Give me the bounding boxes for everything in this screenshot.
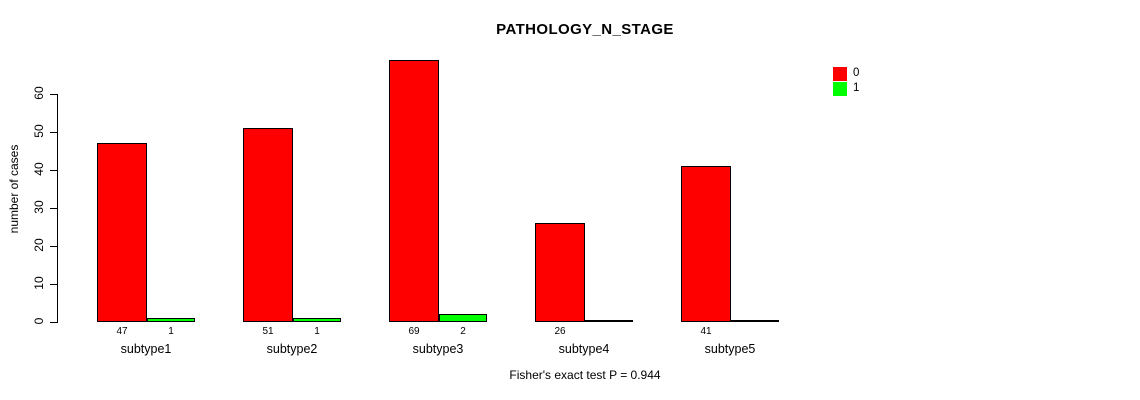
y-tick-label: 50: [32, 124, 46, 138]
y-tick-label: 40: [32, 162, 46, 176]
bar-subtype1-series1: [147, 318, 195, 322]
category-label-subtype4: subtype4: [558, 342, 610, 356]
legend-swatch-series1: [833, 81, 847, 96]
bar-subtype2-series0: [243, 128, 293, 322]
y-tick-label: 20: [32, 238, 46, 252]
category-label-subtype1: subtype1: [120, 342, 172, 356]
bar-count-label: 47: [116, 326, 128, 337]
category-label-subtype3: subtype3: [412, 342, 464, 356]
bar-subtype5-series0: [681, 166, 731, 322]
category-label-subtype2: subtype2: [266, 342, 318, 356]
legend-label: 1: [853, 82, 860, 94]
legend-item: 1: [833, 81, 859, 96]
bar-subtype2-series1: [293, 318, 341, 322]
bar-count-label: 26: [554, 326, 566, 337]
category-label-subtype5: subtype5: [704, 342, 756, 356]
chart-title: PATHOLOGY_N_STAGE: [496, 21, 674, 38]
legend-item: 0: [833, 66, 859, 81]
y-tick-label: 60: [32, 86, 46, 100]
y-tick: [50, 132, 57, 133]
bar-subtype3-series0: [389, 60, 439, 322]
bar-count-label: 2: [460, 326, 466, 337]
y-axis-label: number of cases: [7, 144, 21, 234]
y-tick-label: 10: [32, 276, 46, 290]
y-tick-label: 0: [32, 317, 46, 325]
y-tick-label: 30: [32, 200, 46, 214]
y-tick: [50, 170, 57, 171]
bar-count-label: 41: [700, 326, 712, 337]
y-tick: [50, 322, 57, 323]
bar-count-label: 1: [168, 326, 174, 337]
y-tick: [50, 246, 57, 247]
y-tick: [50, 284, 57, 285]
bar-subtype5-series1-zero-line: [731, 320, 779, 322]
bar-count-label: 1: [314, 326, 320, 337]
bar-count-label: 51: [262, 326, 274, 337]
bar-subtype4-series0: [535, 223, 585, 322]
y-tick: [50, 208, 57, 209]
bar-subtype4-series1-zero-line: [585, 320, 633, 322]
legend-label: 0: [853, 67, 860, 79]
legend-swatch-series0: [833, 66, 847, 81]
caption-fishers-test: Fisher's exact test P = 0.944: [509, 368, 661, 382]
y-tick: [50, 94, 57, 95]
bar-subtype1-series0: [97, 143, 147, 322]
y-axis-line: [57, 94, 58, 323]
bar-subtype3-series1: [439, 314, 487, 322]
bar-count-label: 69: [408, 326, 420, 337]
